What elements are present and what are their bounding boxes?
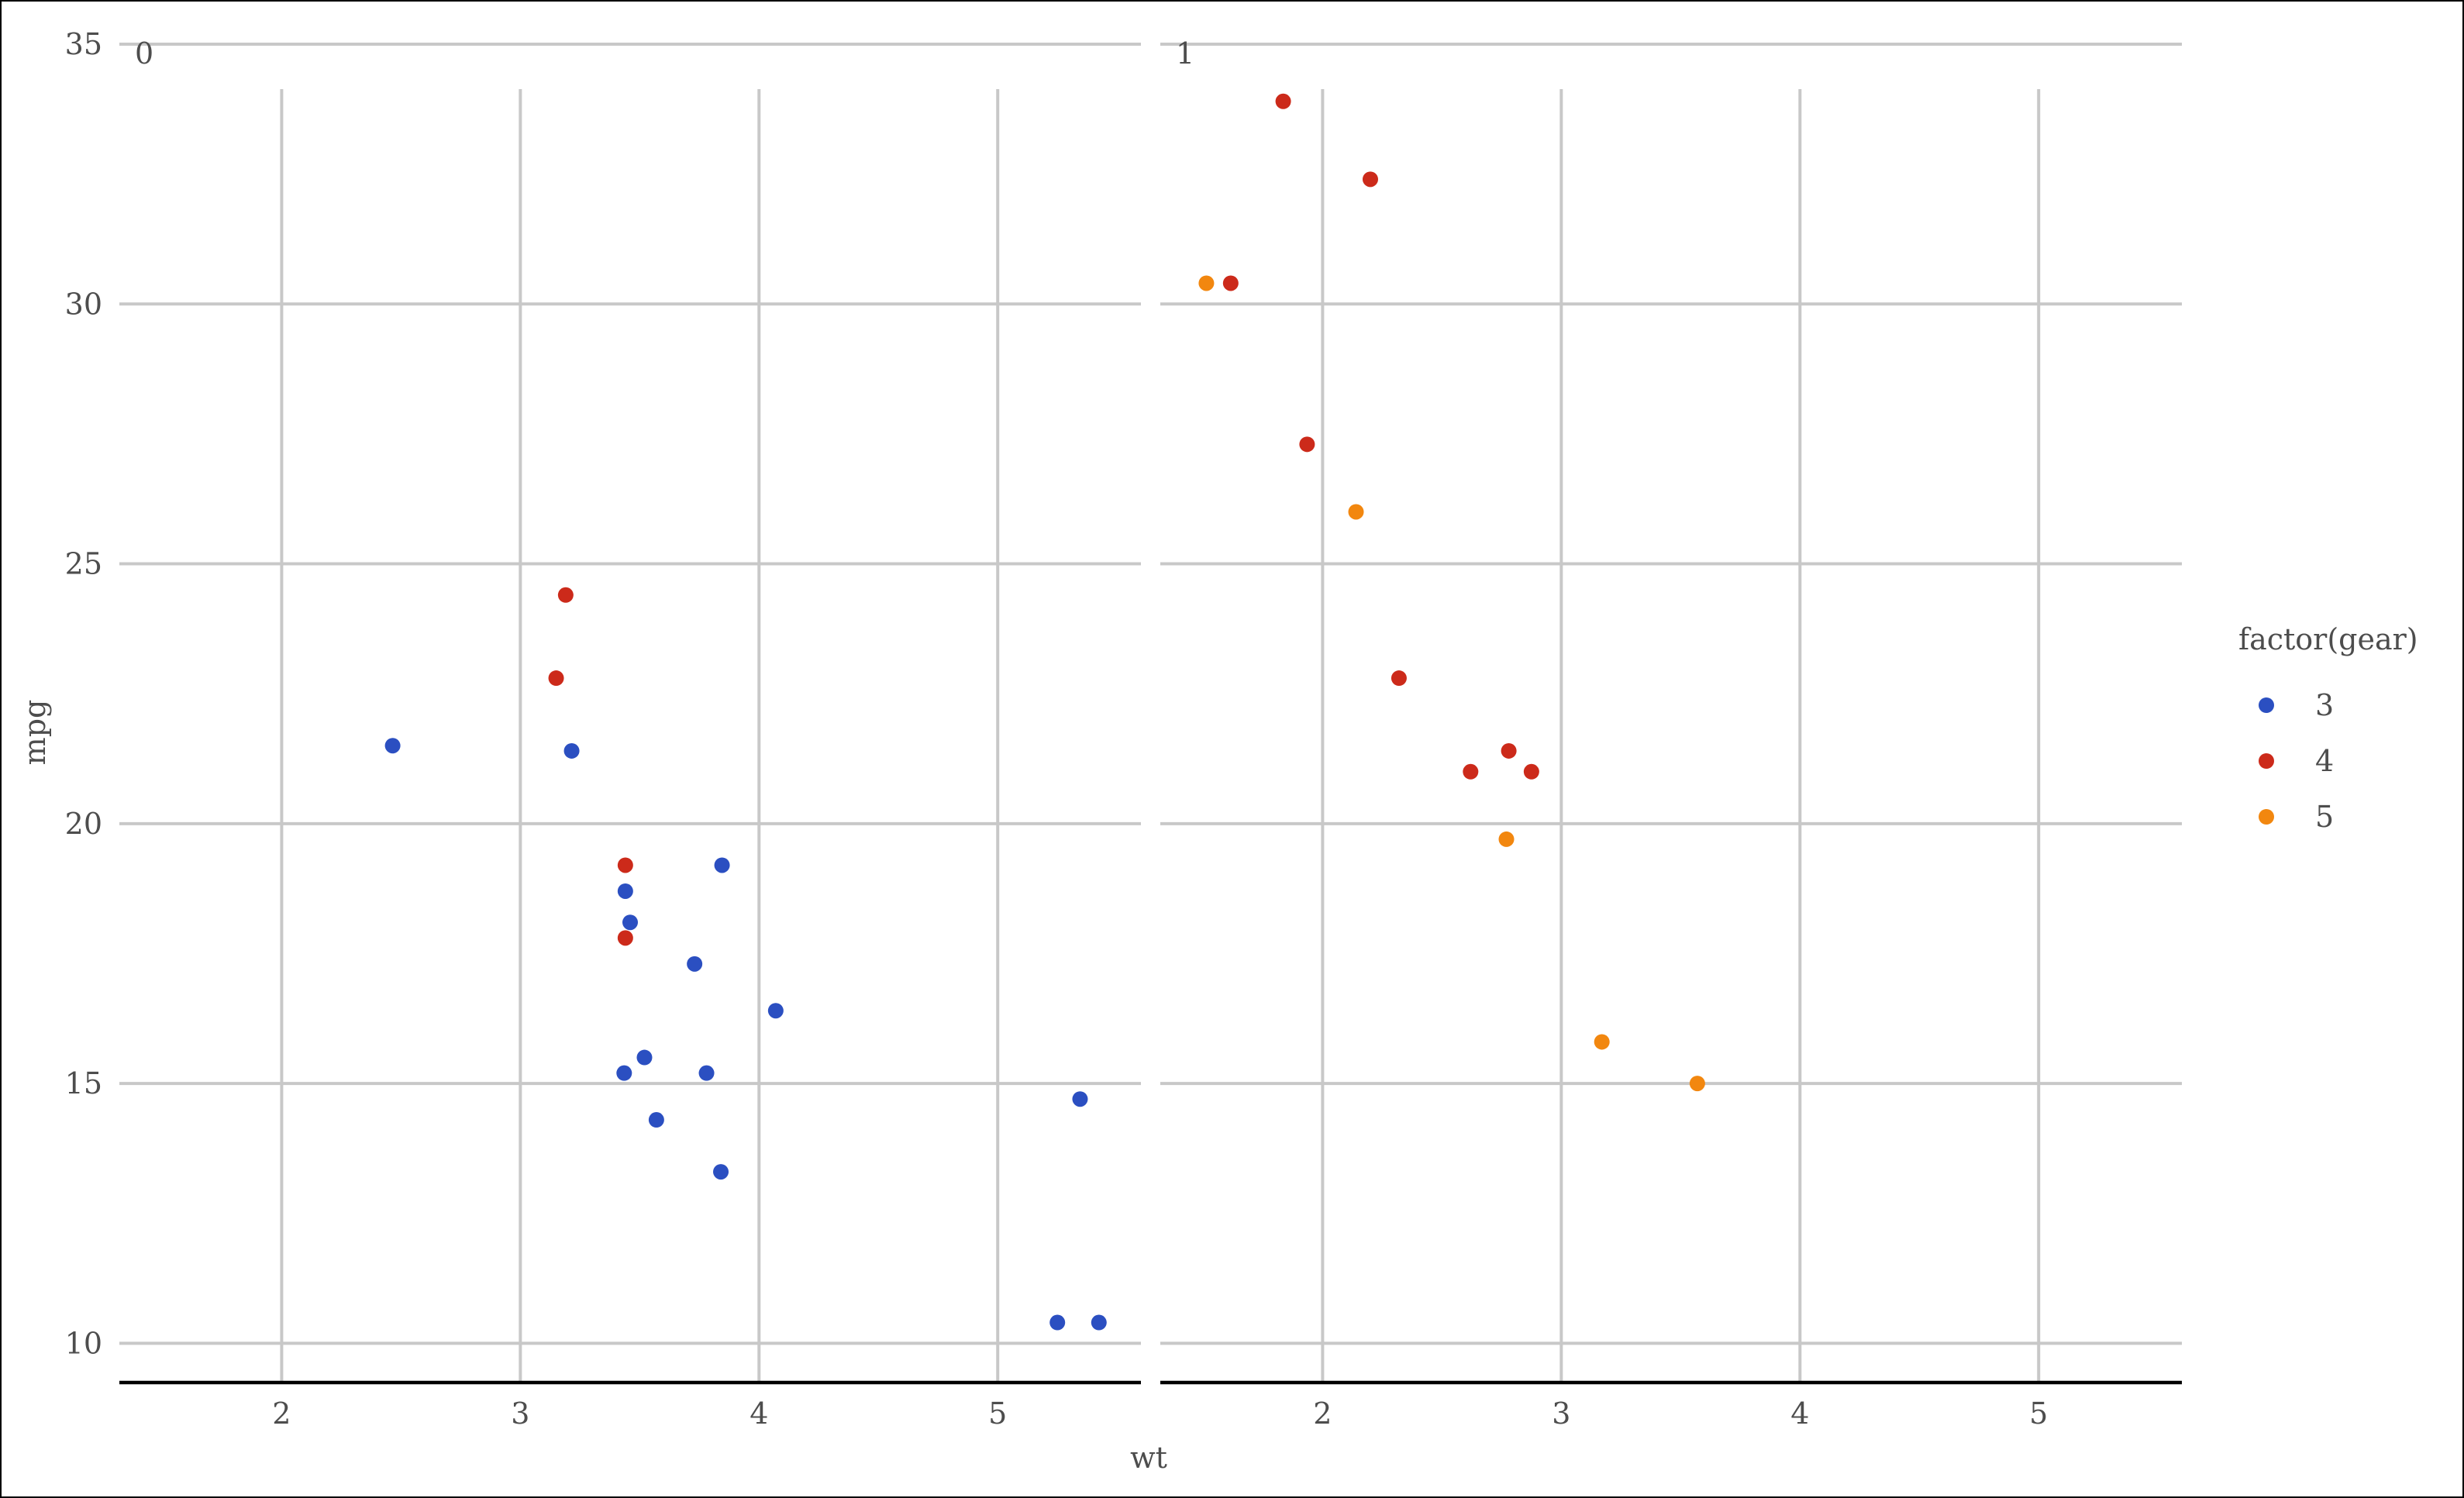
data-point-gear-4 <box>1501 742 1517 759</box>
facet-strip-label: 1 <box>1176 36 1194 71</box>
legend-label: 5 <box>2315 800 2334 834</box>
legend-key-gear-5 <box>2259 809 2274 825</box>
data-point-gear-3 <box>1049 1314 1066 1331</box>
data-point-gear-3 <box>767 1003 784 1019</box>
data-point-gear-3 <box>648 1112 664 1128</box>
data-point-gear-4 <box>1463 763 1479 780</box>
data-point-gear-3 <box>636 1049 653 1066</box>
x-tick-label: 5 <box>2029 1396 2048 1431</box>
data-point-gear-3 <box>617 883 633 899</box>
data-point-gear-5 <box>1198 275 1215 291</box>
data-point-gear-3 <box>713 1164 729 1180</box>
x-tick-label: 3 <box>1552 1396 1570 1431</box>
data-point-gear-4 <box>1362 171 1378 188</box>
y-tick-label: 20 <box>65 807 102 841</box>
facet-strip-label: 0 <box>135 36 153 71</box>
legend-key-gear-4 <box>2259 753 2274 769</box>
data-point-gear-5 <box>1348 504 1364 520</box>
x-axis-title: wt <box>1130 1441 1167 1475</box>
data-point-gear-4 <box>1222 275 1239 291</box>
data-point-gear-3 <box>687 956 703 972</box>
data-point-gear-3 <box>616 1065 632 1081</box>
legend-key-gear-3 <box>2259 697 2274 713</box>
data-point-gear-3 <box>714 857 730 873</box>
data-point-gear-4 <box>1275 93 1291 109</box>
x-tick-label: 5 <box>988 1396 1007 1431</box>
legend-label: 3 <box>2315 688 2334 722</box>
labels-layer: 2 3 4 5 0 2 3 4 5 1 10 15 20 25 30 35 <box>65 27 2049 1431</box>
data-point-gear-5 <box>1689 1076 1705 1092</box>
data-point-gear-3 <box>622 914 638 931</box>
data-point-gear-4 <box>548 670 564 687</box>
x-tick-label: 4 <box>750 1396 768 1431</box>
data-point-gear-3 <box>384 738 401 754</box>
y-tick-label: 10 <box>65 1326 102 1360</box>
data-point-gear-4 <box>617 857 633 873</box>
grid-layer <box>119 43 2182 1381</box>
y-tick-label: 30 <box>65 287 102 321</box>
data-point-gear-3 <box>1091 1314 1107 1331</box>
data-point-gear-4 <box>1523 763 1539 780</box>
data-point-gear-3 <box>563 742 580 759</box>
y-tick-label: 15 <box>65 1066 102 1100</box>
legend-label: 4 <box>2315 744 2334 778</box>
data-point-gear-3 <box>1072 1091 1088 1107</box>
x-tick-label: 3 <box>511 1396 529 1431</box>
x-tick-label: 4 <box>1790 1396 1809 1431</box>
data-point-gear-5 <box>1594 1034 1610 1050</box>
data-point-gear-4 <box>1299 436 1315 453</box>
data-point-gear-3 <box>698 1065 715 1081</box>
x-tick-label: 2 <box>1313 1396 1332 1431</box>
points-layer <box>384 93 1705 1331</box>
y-axis-title: mpg <box>18 700 52 766</box>
legend-title: factor(gear) <box>2238 622 2418 656</box>
data-point-gear-5 <box>1498 831 1515 847</box>
y-tick-label: 25 <box>65 547 102 581</box>
data-point-gear-4 <box>1391 670 1407 687</box>
legend: 3 4 5 <box>2259 688 2334 834</box>
data-point-gear-4 <box>617 930 633 946</box>
y-tick-label: 35 <box>65 27 102 61</box>
x-tick-label: 2 <box>272 1396 291 1431</box>
data-point-gear-4 <box>557 587 574 603</box>
